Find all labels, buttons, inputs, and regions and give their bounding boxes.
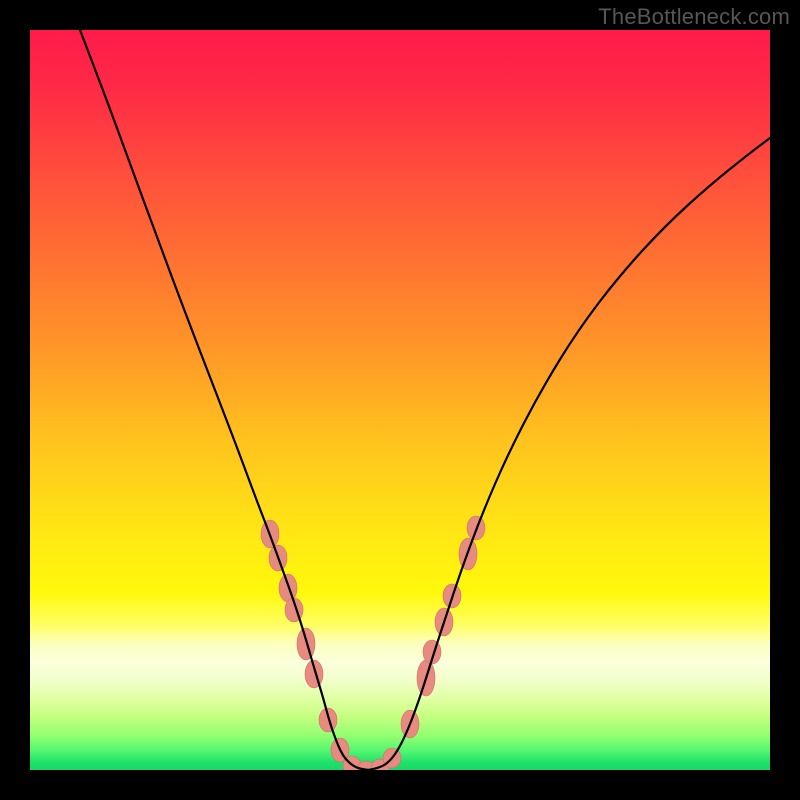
- chart-svg: [0, 0, 800, 800]
- data-marker: [319, 708, 337, 732]
- plot-background: [30, 30, 770, 770]
- data-marker: [297, 628, 315, 660]
- watermark-text: TheBottleneck.com: [598, 4, 790, 30]
- chart-stage: TheBottleneck.com: [0, 0, 800, 800]
